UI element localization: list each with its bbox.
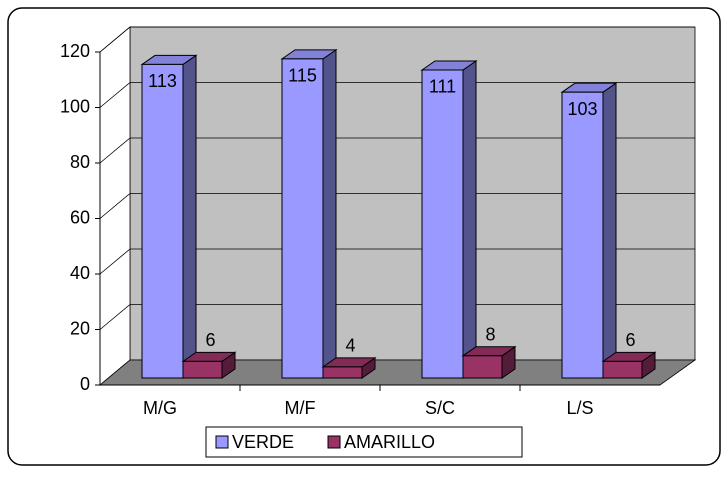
plot-area: 0 20 40 60 80 100 120 M/G M/F S/C L/S 113 115 111 103 6…: [60, 26, 697, 418]
grid-line: [99, 26, 695, 53]
bar-side: [322, 48, 337, 379]
value-label: 113: [148, 71, 177, 91]
bar-side: [602, 82, 617, 379]
bar-side: [462, 60, 477, 379]
grid-line: [99, 82, 695, 108]
bar: [322, 366, 363, 379]
bar: [182, 360, 223, 379]
legend-label: VERDE: [232, 432, 294, 452]
legend-swatch: [327, 435, 341, 449]
grid-line: [99, 304, 695, 330]
y-tick-label: 40: [70, 263, 90, 283]
value-label: 4: [345, 336, 355, 356]
x-tick-label: M/G: [143, 398, 177, 418]
legend-swatch: [215, 435, 229, 449]
value-label: 103: [567, 99, 597, 119]
y-tick-label: 100: [60, 96, 90, 116]
x-tick-label: S/C: [425, 398, 455, 418]
y-tick-label: 20: [70, 318, 90, 338]
grid-line: [99, 137, 695, 164]
legend: VERDE AMARILLO: [205, 426, 523, 458]
bar-side: [182, 54, 197, 379]
bar: [141, 63, 184, 379]
bar: [462, 355, 503, 379]
grid-line: [99, 193, 695, 219]
x-tick-label: L/S: [566, 398, 593, 418]
value-label: 111: [429, 77, 456, 97]
value-label: 6: [625, 330, 635, 350]
bar: [602, 360, 643, 379]
grid-line: [99, 248, 695, 275]
bar: [281, 58, 324, 379]
y-tick-label: 80: [70, 152, 90, 172]
bar: [561, 91, 604, 379]
value-label: 6: [205, 330, 215, 350]
y-tick-label: 60: [70, 207, 90, 227]
bar: [421, 69, 464, 379]
y-tick-label: 120: [60, 41, 90, 61]
legend-label: AMARILLO: [344, 432, 435, 452]
value-label: 8: [485, 325, 495, 345]
y-tick-label: 0: [80, 374, 90, 394]
x-tick-label: M/F: [285, 398, 316, 418]
value-label: 115: [288, 66, 317, 86]
legend-box: [205, 426, 523, 458]
